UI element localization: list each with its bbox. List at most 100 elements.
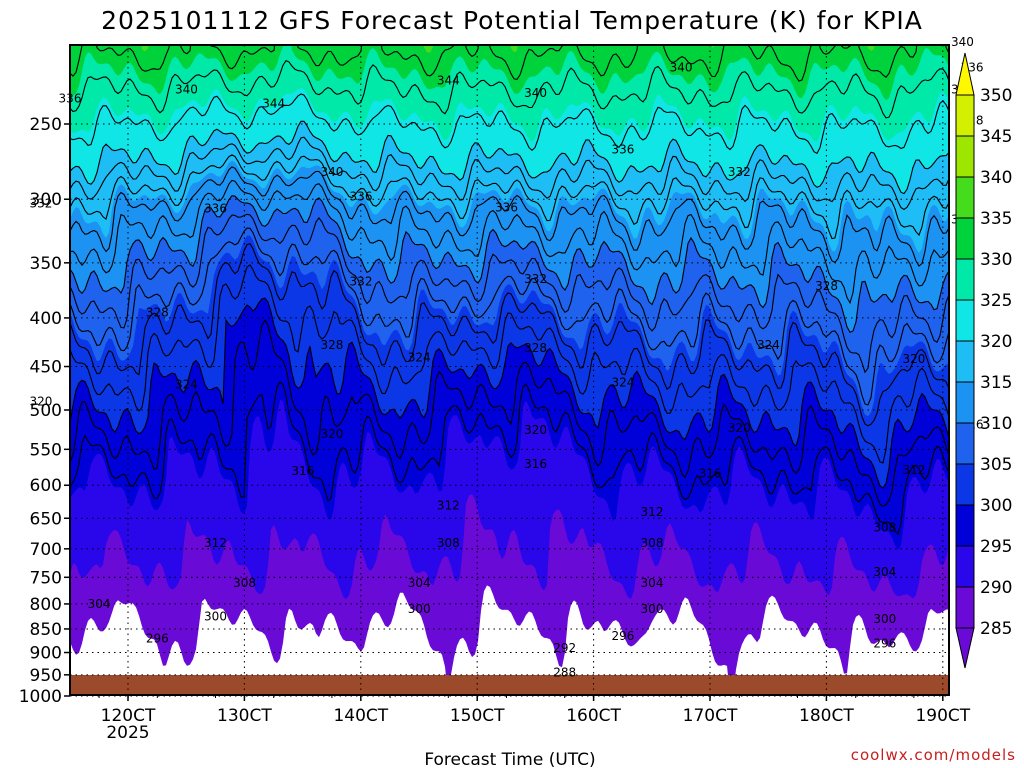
y-tick-label: 700 <box>30 540 62 560</box>
contour-label: 332 <box>524 272 547 286</box>
contour-label: 300 <box>641 602 664 616</box>
y-tick-label: 1000 <box>19 687 62 707</box>
contour-label: 324 <box>175 377 198 391</box>
contour-label: 304 <box>641 576 664 590</box>
y-tick-label: 800 <box>30 595 62 615</box>
contour-label: 328 <box>815 279 838 293</box>
colorbar-segment <box>955 135 975 178</box>
contour-label: 324 <box>757 338 780 352</box>
y-tick-label: 350 <box>30 254 62 274</box>
contour-302 <box>70 264 949 464</box>
contour-label: 336 <box>495 200 518 214</box>
contour-label: 328 <box>320 338 343 352</box>
colorbar: 285 290 295 300 305 310 315 320 325 330 335 340 345 3… <box>955 52 1012 669</box>
y-tick-label: 950 <box>30 666 62 686</box>
contour-label: 304 <box>408 576 431 590</box>
contour-label: 312 <box>641 505 664 519</box>
x-axis-title: Forecast Time (UTC) <box>424 750 595 768</box>
y-tick-label: 450 <box>30 358 62 378</box>
contour-label: 300 <box>408 602 431 616</box>
colorbar-label: 315 <box>980 373 1012 393</box>
colorbar-label: 350 <box>980 86 1012 106</box>
contour-label: 304 <box>88 597 111 611</box>
colorbar-label: 310 <box>980 414 1012 434</box>
contour-label: 320 <box>524 423 547 437</box>
colorbar-segment <box>955 176 975 219</box>
y-tick-label: 300 <box>30 190 62 210</box>
contour-label: 300 <box>204 610 227 624</box>
y-tick-label: 850 <box>30 620 62 640</box>
contour-304 <box>70 243 949 427</box>
y-tick-label: 650 <box>30 509 62 529</box>
contour-label: 296 <box>146 632 169 646</box>
contour-label: 320 <box>902 352 925 366</box>
contour-label: 312 <box>204 536 227 550</box>
x-tick-label: 130CT <box>217 706 272 726</box>
contour-label: 336 <box>611 143 634 157</box>
contour-328 <box>70 60 949 119</box>
contour-label: 316 <box>699 466 722 480</box>
contour-label: 300 <box>873 612 896 626</box>
contour-298 <box>70 319 949 507</box>
ground-surface <box>70 675 949 695</box>
colorbar-segment <box>955 258 975 301</box>
contour-320 <box>70 120 949 195</box>
x-axis: 120CT 130CT 140CT 150CT 160CT 170CT 180CT 190CT <box>98 695 971 726</box>
x-tick-label: 160CT <box>566 706 621 726</box>
y-tick-label: 500 <box>30 401 62 421</box>
contour-label: 324 <box>611 376 634 390</box>
x-tick-label: 180CT <box>799 706 854 726</box>
contour-312 <box>70 179 949 305</box>
colorbar-label: 320 <box>980 332 1012 352</box>
contour-label: 292 <box>553 641 576 655</box>
y-tick-label: 250 <box>30 115 62 135</box>
contour-310 <box>70 195 949 334</box>
contour-label: 308 <box>233 576 256 590</box>
contour-label: 312 <box>902 463 925 477</box>
contour-306 <box>70 227 949 406</box>
y-axis: 250 300 350 400 450 500 550 600 650 700 750 800 850 9… <box>19 115 70 707</box>
year-label: 2025 <box>106 723 149 743</box>
plot-frame <box>69 44 950 696</box>
contour-label: 308 <box>873 521 896 535</box>
colorbar-label: 285 <box>980 619 1012 639</box>
colorbar-bottom-triangle <box>955 627 975 669</box>
contour-label: 332 <box>728 165 751 179</box>
contour-label: 320 <box>320 427 343 441</box>
contour-label: 324 <box>408 350 431 364</box>
contour-label: 336 <box>204 202 227 216</box>
contour-label: 340 <box>320 165 343 179</box>
chart-title: 2025101112 GFS Forecast Potential Temper… <box>101 6 923 35</box>
contour-label: 320 <box>728 421 751 435</box>
contour-318 <box>70 136 949 211</box>
colorbar-label: 295 <box>980 537 1012 557</box>
x-tick-label: 150CT <box>450 706 505 726</box>
contour-label: 340 <box>951 35 974 49</box>
colorbar-label: 345 <box>980 127 1012 147</box>
y-tick-label: 550 <box>30 440 62 460</box>
x-tick-label: 120CT <box>101 706 156 726</box>
credit-text: coolwx.com/models <box>851 746 1016 764</box>
y-tick-label: 900 <box>30 644 62 664</box>
contour-label: 336 <box>350 189 373 203</box>
x-tick-label: 140CT <box>333 706 388 726</box>
band-325 <box>70 45 949 142</box>
contour-label: 332 <box>350 274 373 288</box>
contour-label: 332 <box>29 196 52 210</box>
colorbar-label: 290 <box>980 578 1012 598</box>
contour-324 <box>70 93 949 155</box>
colorbar-segment <box>955 340 975 383</box>
y-tick-label: 600 <box>30 476 62 496</box>
contour-label: 312 <box>437 498 460 512</box>
contour-308 <box>70 213 949 374</box>
contour-300 <box>70 297 949 489</box>
colorbar-segment <box>955 299 975 342</box>
x-tick-label: 170CT <box>683 706 738 726</box>
band-330 <box>70 45 949 101</box>
y-tick-label: 400 <box>30 309 62 329</box>
contour-296 <box>70 381 949 536</box>
contour-314 <box>70 166 949 267</box>
colorbar-segment <box>955 422 975 465</box>
contour-label: 320 <box>29 395 52 409</box>
